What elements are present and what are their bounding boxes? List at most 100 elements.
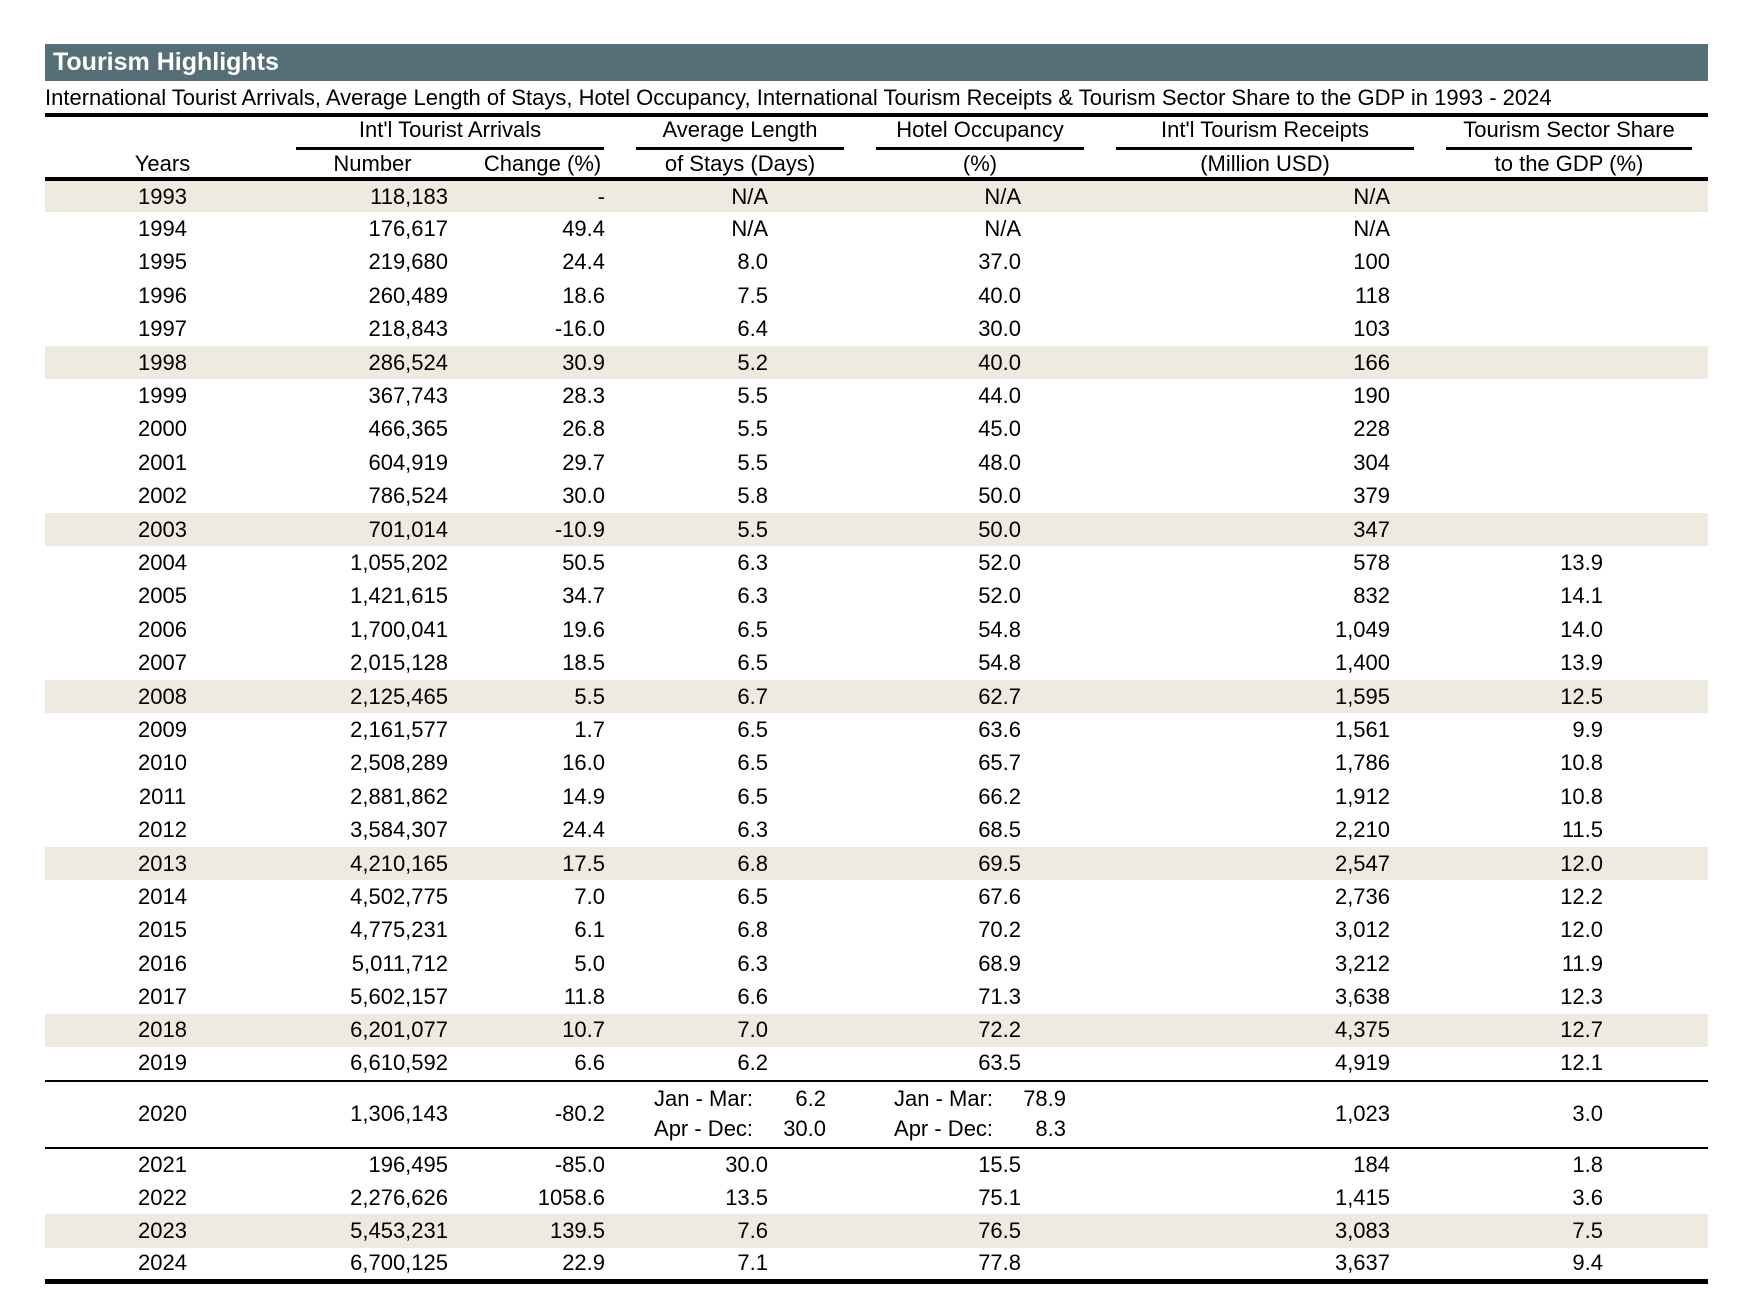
- cell-stays: 6.8: [737, 917, 769, 943]
- table-row: 2020 1,306,143 -80.2 Jan - Mar: 6.2 Apr - Dec…: [45, 1081, 1709, 1148]
- cell-gdp: [1430, 480, 1708, 513]
- cell-year: 1995: [138, 249, 187, 275]
- table-row: 1998 286,524 30.9 5.2 40.0 166: [45, 345, 1709, 380]
- table-row: 2016 5,011,712 5.0 6.3 68.9 3,212 11.9: [45, 947, 1708, 980]
- table-row: 2006 1,700,041 19.6 6.5 54.8 1,049 14.0: [45, 613, 1708, 646]
- cell-stays: 7.0: [737, 1017, 769, 1043]
- cell-gdp: 12.0: [1560, 850, 1604, 876]
- cell-occupancy: 77.8: [978, 1250, 1022, 1276]
- cell-gdp: 7.5: [1572, 1218, 1604, 1244]
- cell-gdp: 9.9: [1572, 716, 1604, 742]
- group-header-gdp-share: Tourism Sector Share: [1430, 115, 1708, 150]
- cell-stays: 6.3: [737, 549, 769, 575]
- cell-change: 34.7: [562, 583, 606, 609]
- cell-receipts: 184: [1353, 1151, 1391, 1177]
- group-header-arrivals: Int'l Tourist Arrivals: [280, 115, 620, 150]
- cell-stays: N/A: [731, 183, 769, 209]
- cell-gdp: 14.1: [1560, 583, 1604, 609]
- cell-change: -10.9: [554, 516, 606, 542]
- cell-receipts: 228: [1353, 416, 1391, 442]
- cell-gdp: [1430, 179, 1708, 212]
- cell-occupancy: 75.1: [978, 1184, 1022, 1210]
- cell-receipts: 1,023: [1334, 1101, 1391, 1127]
- cell-change: 30.9: [562, 349, 606, 375]
- cell-stays: 6.5: [737, 750, 769, 776]
- cell-occupancy: 69.5: [978, 850, 1022, 876]
- cell-stays: 30.0: [725, 1151, 769, 1177]
- cell-receipts: 1,786: [1334, 750, 1391, 776]
- cell-receipts: 304: [1353, 449, 1391, 475]
- cell-year: 2006: [138, 616, 187, 642]
- column-header-gdp-pct: to the GDP (%): [1494, 150, 1644, 176]
- cell-occupancy: 68.5: [978, 817, 1022, 843]
- cell-number: 786,524: [368, 483, 448, 509]
- cell-number: 3,584,307: [350, 817, 448, 843]
- cell-occupancy: 45.0: [978, 416, 1022, 442]
- cell-occupancy: 52.0: [978, 549, 1022, 575]
- table-row: 2013 4,210,165 17.5 6.8 69.5 2,547 12.0: [45, 846, 1709, 881]
- cell-number: 367,743: [368, 383, 448, 409]
- cell-year: 2013: [138, 850, 187, 876]
- cell-change: 17.5: [562, 850, 606, 876]
- cell-gdp: 10.8: [1560, 750, 1604, 776]
- cell-change: -80.2: [554, 1101, 606, 1127]
- cell-stays: 7.5: [737, 282, 769, 308]
- cell-number: 1,421,615: [350, 583, 448, 609]
- cell-occupancy: 62.7: [978, 683, 1022, 709]
- cell-gdp: [1430, 346, 1708, 379]
- cell-occupancy: 37.0: [978, 249, 1022, 275]
- cell-number: 218,843: [368, 316, 448, 342]
- table-row: 2019 6,610,592 6.6 6.2 63.5 4,919 12.1: [45, 1047, 1709, 1081]
- cell-occupancy: 63.5: [978, 1050, 1022, 1076]
- cell-change: 30.0: [562, 483, 606, 509]
- cell-number: 6,610,592: [350, 1050, 448, 1076]
- tourism-highlights-table: Years Int'l Tourist Arrivals Average Len…: [45, 113, 1709, 1284]
- cell-receipts: 1,561: [1334, 716, 1391, 742]
- column-header-stays-days: of Stays (Days): [664, 150, 816, 176]
- table-body: 1993 118,183 - N/A N/A N/A 1994 176,617 49.4 N/A N…: [45, 179, 1709, 1282]
- cell-change: 24.4: [562, 817, 606, 843]
- cell-gdp: 13.9: [1560, 650, 1604, 676]
- cell-change: 29.7: [562, 449, 606, 475]
- cell-stays: 6.6: [737, 984, 769, 1010]
- table-row: 2005 1,421,615 34.7 6.3 52.0 832 14.1: [45, 580, 1708, 613]
- cell-receipts: 2,210: [1334, 817, 1391, 843]
- cell-stays: 5.5: [737, 416, 769, 442]
- table-row: 2001 604,919 29.7 5.5 48.0 304: [45, 446, 1708, 479]
- cell-stays: 8.0: [737, 249, 769, 275]
- group-header-stays-label: Average Length: [636, 117, 845, 150]
- page-title: Tourism Highlights: [53, 48, 279, 76]
- cell-number: 466,365: [368, 416, 448, 442]
- table-row: 2018 6,201,077 10.7 7.0 72.2 4,375 12.7: [45, 1013, 1709, 1048]
- cell-change: 26.8: [562, 416, 606, 442]
- cell-number: 2,161,577: [350, 716, 448, 742]
- cell-year: 1993: [138, 183, 187, 209]
- cell-change: 1058.6: [537, 1184, 606, 1210]
- cell-receipts: 1,595: [1334, 683, 1391, 709]
- cell-receipts: 832: [1353, 583, 1391, 609]
- cell-change: 5.5: [574, 683, 606, 709]
- cell-stays: 6.7: [737, 683, 769, 709]
- cell-year: 2017: [138, 984, 187, 1010]
- cell-number: 1,306,143: [350, 1101, 448, 1127]
- cell-occupancy: N/A: [984, 183, 1022, 209]
- cell-stays: 6.8: [737, 850, 769, 876]
- table-row: 2021 196,495 -85.0 30.0 15.5 184 1.8: [45, 1148, 1708, 1181]
- cell-stays: 5.8: [737, 483, 769, 509]
- cell-number: 6,201,077: [350, 1017, 448, 1043]
- cell-gdp: 3.6: [1572, 1184, 1604, 1210]
- cell-change: -: [597, 183, 606, 209]
- cell-year: 2020: [138, 1101, 187, 1127]
- cell-year: 2001: [138, 449, 187, 475]
- cell-gdp: [1430, 246, 1708, 279]
- cell-gdp: 13.9: [1560, 549, 1604, 575]
- cell-stays: 6.3: [737, 583, 769, 609]
- cell-change: 6.1: [574, 917, 606, 943]
- cell-year: 2023: [138, 1218, 187, 1244]
- table-row: 2010 2,508,289 16.0 6.5 65.7 1,786 10.8: [45, 747, 1708, 780]
- table-row: 2011 2,881,862 14.9 6.5 66.2 1,912 10.8: [45, 780, 1708, 813]
- cell-gdp: 1.8: [1572, 1151, 1604, 1177]
- cell-occupancy: 72.2: [978, 1017, 1022, 1043]
- cell-stays: 6.5: [737, 783, 769, 809]
- cell-occupancy: 40.0: [978, 282, 1022, 308]
